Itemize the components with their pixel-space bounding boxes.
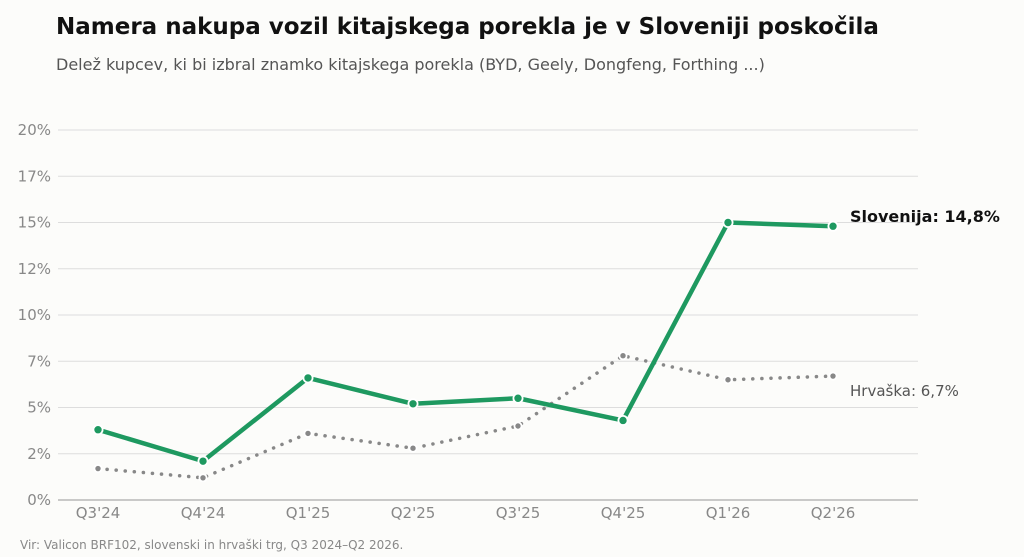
x-tick-label: Q3'25 (496, 504, 541, 522)
series-group (92, 216, 839, 483)
data-point-slovenija (617, 414, 629, 426)
y-tick-label: 2% (27, 445, 51, 463)
data-point-slovenija (407, 398, 419, 410)
grid-lines (58, 129, 918, 501)
data-point-hrva-ka (723, 375, 733, 385)
chart-subtitle: Delež kupcev, ki bi izbral znamko kitajs… (56, 55, 765, 74)
chart-title: Namera nakupa vozil kitajskega porekla j… (56, 14, 879, 40)
y-axis-ticks: 0% 2% 5% 7% 10% 12% 15% 17% 20% (18, 121, 51, 509)
data-point-hrva-ka (93, 464, 103, 474)
x-tick-label: Q4'24 (181, 504, 226, 522)
y-tick-label: 15% (18, 214, 51, 232)
y-tick-label: 7% (27, 352, 51, 370)
data-point-hrva-ka (408, 443, 418, 453)
y-tick-label: 12% (18, 260, 51, 278)
x-tick-label: Q2'26 (811, 504, 856, 522)
data-point-slovenija (92, 424, 104, 436)
data-point-slovenija (827, 220, 839, 232)
x-tick-label: Q2'25 (391, 504, 436, 522)
y-tick-label: 20% (18, 121, 51, 139)
data-point-hrva-ka (828, 371, 838, 381)
data-point-slovenija (302, 372, 314, 384)
x-tick-label: Q4'25 (601, 504, 646, 522)
x-axis-ticks: Q3'24 Q4'24 Q1'25 Q2'25 Q3'25 Q4'25 Q1'26 Q2'26 (76, 504, 856, 522)
data-point-slovenija (722, 216, 734, 228)
data-point-slovenija (197, 455, 209, 467)
x-tick-label: Q1'25 (286, 504, 331, 522)
data-point-hrva-ka (198, 473, 208, 483)
y-tick-label: 0% (27, 491, 51, 509)
y-tick-label: 17% (18, 167, 51, 185)
series-line-slovenija (95, 220, 836, 464)
end-label-hrva-ka: Hrvaška: 6,7% (850, 382, 959, 400)
y-tick-label: 5% (27, 399, 51, 417)
data-point-slovenija (512, 392, 524, 404)
end-labels: Slovenija: 14,8% Hrvaška: 6,7% (850, 207, 1000, 400)
end-label-slovenija: Slovenija: 14,8% (850, 207, 1000, 226)
data-point-hrva-ka (618, 351, 628, 361)
source-note: Vir: Valicon BRF102, slovenski in hrvašk… (20, 538, 404, 552)
y-tick-label: 10% (18, 306, 51, 324)
x-tick-label: Q1'26 (706, 504, 751, 522)
data-point-hrva-ka (513, 421, 523, 431)
x-tick-label: Q3'24 (76, 504, 121, 522)
data-point-hrva-ka (303, 428, 313, 438)
